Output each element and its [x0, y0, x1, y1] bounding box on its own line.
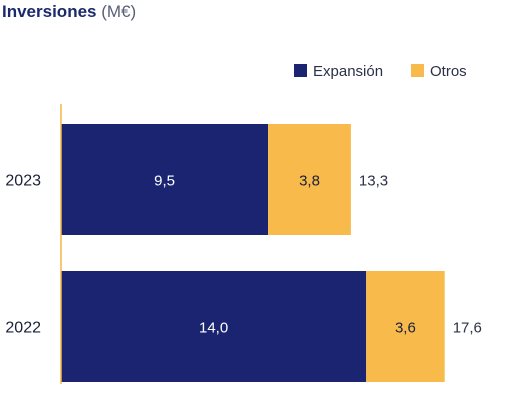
bar-expansion-2023	[61, 124, 269, 235]
data-label-expansion-2022: 14,0	[199, 320, 228, 337]
total-label-2022: 17,6	[453, 320, 482, 337]
legend-swatch-expansion	[294, 64, 307, 77]
chart-unit: (M€)	[101, 2, 137, 21]
legend-label-expansion: Expansión	[313, 63, 383, 80]
category-label-2022: 2022	[5, 320, 41, 337]
data-label-otros-2023: 3,8	[299, 173, 320, 190]
bar-otros-2022	[366, 271, 445, 382]
data-label-otros-2022: 3,6	[395, 320, 416, 337]
total-label-2023: 13,3	[359, 173, 388, 190]
legend-label-otros: Otros	[430, 63, 467, 80]
bar-otros-2023	[268, 124, 351, 235]
data-label-expansion-2023: 9,5	[154, 173, 175, 190]
chart-title: Inversiones	[2, 2, 97, 21]
legend-swatch-otros	[411, 64, 424, 77]
category-label-2023: 2023	[5, 173, 41, 190]
chart-title-block: Inversiones (M€)	[2, 1, 136, 23]
bar-expansion-2022	[61, 271, 367, 382]
